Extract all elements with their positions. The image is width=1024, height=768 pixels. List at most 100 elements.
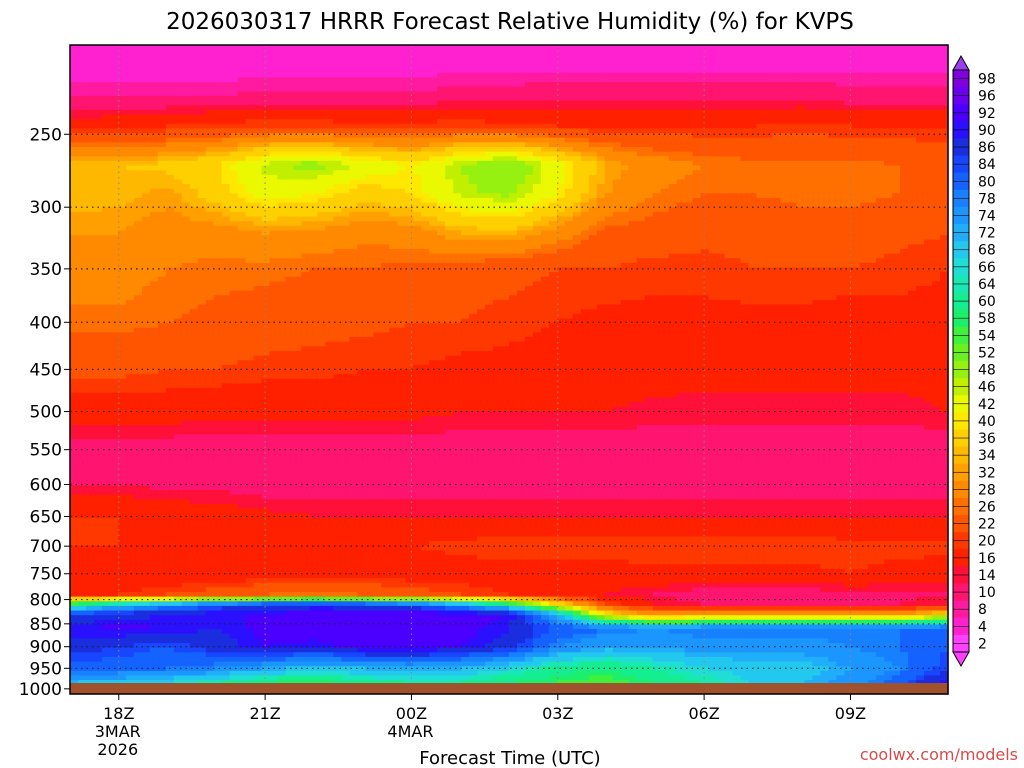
heatmap-cell (213, 114, 223, 120)
heatmap-cell (924, 188, 933, 194)
heatmap-cell (365, 151, 374, 157)
heatmap-cell (692, 211, 702, 218)
heatmap-cell (748, 160, 758, 167)
heatmap-cell (612, 211, 622, 218)
heatmap-cell (692, 221, 702, 227)
heatmap-cell (812, 165, 821, 171)
heatmap-cell (532, 86, 542, 92)
heatmap-cell (261, 253, 271, 259)
heatmap-cell (516, 105, 526, 111)
heatmap-cell (77, 119, 87, 125)
heatmap-cell (772, 225, 781, 232)
heatmap-cell (285, 105, 295, 111)
heatmap-cell (612, 165, 622, 171)
heatmap-cell (149, 211, 159, 218)
heatmap-cell (692, 202, 702, 208)
heatmap-cell (293, 77, 303, 83)
heatmap-cell (493, 156, 502, 162)
heatmap-cell (485, 244, 494, 250)
heatmap-cell (604, 174, 614, 181)
heatmap-cell (509, 211, 518, 218)
heatmap-cell (604, 193, 614, 199)
heatmap-cell (932, 109, 941, 116)
heatmap-cell (181, 156, 191, 162)
heatmap-cell (77, 142, 87, 148)
heatmap-cell (125, 100, 135, 106)
heatmap-cell (772, 54, 781, 60)
heatmap-cell (620, 179, 630, 185)
heatmap-cell (772, 49, 781, 55)
heatmap-cell (237, 188, 247, 194)
heatmap-cell (668, 244, 678, 250)
heatmap-cell (421, 54, 430, 60)
heatmap-cell (269, 45, 279, 51)
heatmap-cell (892, 170, 901, 176)
heatmap-cell (908, 197, 917, 204)
heatmap-cell (892, 105, 901, 111)
heatmap-cell (453, 63, 462, 69)
heatmap-cell (828, 72, 837, 79)
heatmap-cell (580, 100, 590, 106)
heatmap-cell (700, 82, 710, 88)
heatmap-cell (173, 86, 183, 92)
heatmap-cell (628, 137, 638, 143)
heatmap-cell (293, 54, 303, 60)
heatmap-cell (900, 91, 909, 97)
heatmap-cell (285, 128, 295, 134)
heatmap-cell (580, 197, 590, 204)
heatmap-cell (501, 221, 510, 227)
heatmap-cell (77, 114, 87, 120)
heatmap-cell (900, 54, 909, 60)
heatmap-cell (724, 211, 734, 218)
heatmap-cell (397, 216, 406, 222)
heatmap-cell (285, 151, 295, 157)
heatmap-cell (564, 109, 574, 116)
heatmap-cell (125, 253, 135, 259)
heatmap-cell (141, 151, 151, 157)
heatmap-cell (237, 211, 247, 218)
heatmap-cell (884, 86, 893, 92)
heatmap-cell (77, 211, 87, 218)
heatmap-cell (724, 174, 734, 181)
heatmap-cell (197, 58, 207, 65)
heatmap-cell (740, 239, 750, 245)
heatmap-cell (908, 235, 917, 241)
heatmap-cell (548, 179, 558, 185)
heatmap-cell (708, 216, 718, 222)
heatmap-cell (157, 151, 167, 157)
heatmap-cell (884, 211, 893, 218)
heatmap-cell (333, 230, 342, 236)
heatmap-cell (173, 230, 183, 236)
heatmap-cell (181, 197, 191, 204)
heatmap-cell (389, 86, 398, 92)
heatmap-cell (293, 146, 303, 153)
heatmap-cell (197, 109, 207, 116)
heatmap-cell (716, 137, 726, 143)
heatmap-cell (173, 58, 183, 65)
heatmap-cell (548, 63, 558, 69)
heatmap-cell (580, 156, 590, 162)
heatmap-cell (764, 105, 773, 111)
heatmap-cell (405, 105, 414, 111)
heatmap-cell (596, 197, 606, 204)
heatmap-cell (836, 179, 845, 185)
heatmap-cell (660, 133, 670, 139)
heatmap-cell (349, 100, 358, 106)
heatmap-cell (676, 174, 686, 181)
heatmap-cell (812, 170, 821, 176)
heatmap-cell (516, 133, 526, 139)
heatmap-cell (588, 230, 598, 236)
heatmap-cell (740, 72, 750, 79)
heatmap-cell (149, 109, 159, 116)
heatmap-cell (932, 119, 941, 125)
heatmap-cell (173, 95, 183, 102)
heatmap-cell (389, 221, 398, 227)
heatmap-cell (173, 77, 183, 83)
heatmap-cell (908, 91, 917, 97)
heatmap-cell (684, 235, 694, 241)
heatmap-cell (429, 174, 438, 181)
heatmap-cell (77, 230, 87, 236)
heatmap-cell (141, 221, 151, 227)
heatmap-cell (349, 230, 358, 236)
heatmap-cell (876, 91, 885, 97)
